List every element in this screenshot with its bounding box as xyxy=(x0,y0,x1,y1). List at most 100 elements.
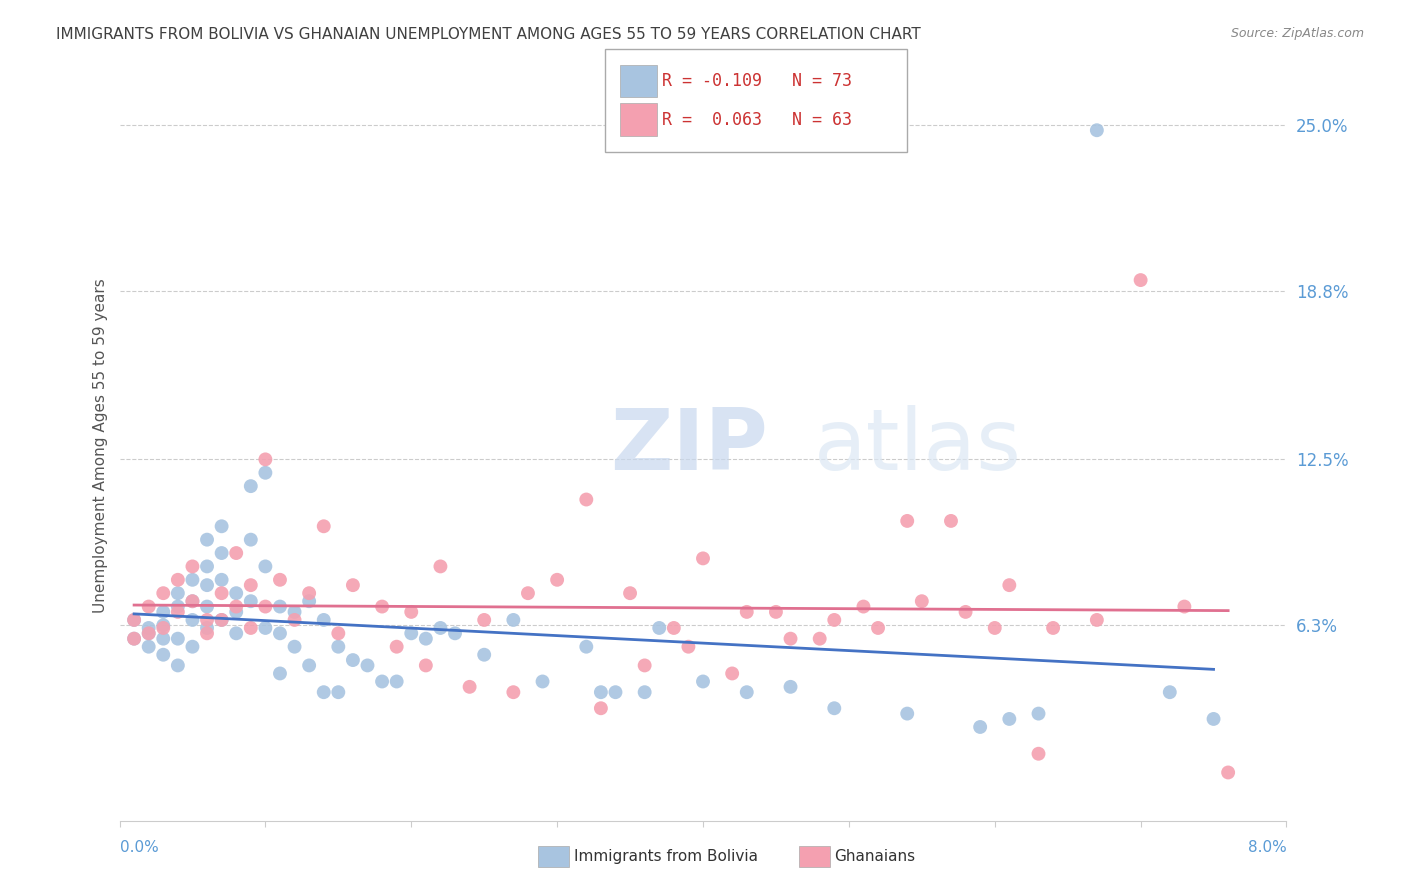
Point xyxy=(195,578,218,592)
Point xyxy=(122,632,145,646)
Point xyxy=(896,514,918,528)
Point xyxy=(342,653,364,667)
Text: ZIP: ZIP xyxy=(610,404,768,488)
Text: 0.0%: 0.0% xyxy=(120,840,159,855)
Point xyxy=(765,605,787,619)
Point xyxy=(589,685,612,699)
Point xyxy=(444,626,467,640)
Point xyxy=(605,685,627,699)
Point xyxy=(575,640,598,654)
Point xyxy=(166,658,188,673)
Point xyxy=(195,613,218,627)
Point xyxy=(1085,123,1108,137)
Text: R = -0.109   N = 73: R = -0.109 N = 73 xyxy=(662,72,852,90)
Text: R =  0.063   N = 63: R = 0.063 N = 63 xyxy=(662,111,852,128)
Point xyxy=(152,605,174,619)
Point xyxy=(721,666,744,681)
Point xyxy=(181,559,204,574)
Point xyxy=(852,599,875,614)
Point xyxy=(166,605,188,619)
Point xyxy=(823,613,845,627)
Point xyxy=(195,626,218,640)
Point xyxy=(342,578,364,592)
Point xyxy=(152,648,174,662)
Point xyxy=(502,685,524,699)
Point xyxy=(458,680,481,694)
Text: IMMIGRANTS FROM BOLIVIA VS GHANAIAN UNEMPLOYMENT AMONG AGES 55 TO 59 YEARS CORRE: IMMIGRANTS FROM BOLIVIA VS GHANAIAN UNEM… xyxy=(56,27,921,42)
Point xyxy=(401,605,423,619)
Point xyxy=(239,621,262,635)
Point xyxy=(122,613,145,627)
Point xyxy=(472,613,495,627)
Point xyxy=(619,586,641,600)
Point xyxy=(385,640,408,654)
Point xyxy=(254,559,277,574)
Point xyxy=(211,613,233,627)
Point xyxy=(939,514,962,528)
Point xyxy=(662,621,685,635)
Point xyxy=(225,599,247,614)
Point xyxy=(181,573,204,587)
Point xyxy=(152,618,174,632)
Point xyxy=(225,546,247,560)
Point xyxy=(735,605,758,619)
Point xyxy=(195,621,218,635)
Point xyxy=(998,578,1021,592)
Point xyxy=(284,605,307,619)
Point xyxy=(517,586,540,600)
Point xyxy=(779,632,801,646)
Point xyxy=(312,685,335,699)
Point xyxy=(138,626,160,640)
Point xyxy=(896,706,918,721)
Point xyxy=(254,599,277,614)
Point xyxy=(269,573,291,587)
Point xyxy=(735,685,758,699)
Point xyxy=(269,666,291,681)
Point xyxy=(312,613,335,627)
Point xyxy=(969,720,991,734)
Point xyxy=(239,479,262,493)
Point xyxy=(122,613,145,627)
Point xyxy=(211,573,233,587)
Point xyxy=(166,586,188,600)
Point xyxy=(211,586,233,600)
Point xyxy=(1042,621,1064,635)
Point xyxy=(152,621,174,635)
Point xyxy=(138,599,160,614)
Point xyxy=(502,613,524,627)
Point xyxy=(911,594,934,608)
Point xyxy=(239,533,262,547)
Text: atlas: atlas xyxy=(814,404,1022,488)
Point xyxy=(239,578,262,592)
Text: Ghanaians: Ghanaians xyxy=(834,849,915,863)
Point xyxy=(195,533,218,547)
Point xyxy=(692,551,714,566)
Point xyxy=(678,640,700,654)
Point xyxy=(998,712,1021,726)
Point xyxy=(429,621,451,635)
Point xyxy=(328,640,350,654)
Point xyxy=(138,621,160,635)
Point xyxy=(1202,712,1225,726)
Point xyxy=(633,658,655,673)
Point xyxy=(472,648,495,662)
Point xyxy=(808,632,831,646)
Point xyxy=(152,586,174,600)
Point xyxy=(415,658,437,673)
Point xyxy=(1159,685,1181,699)
Point xyxy=(298,586,321,600)
Point xyxy=(166,573,188,587)
Point xyxy=(633,685,655,699)
Point xyxy=(415,632,437,646)
Point xyxy=(211,546,233,560)
Point xyxy=(589,701,612,715)
Point xyxy=(254,621,277,635)
Point xyxy=(211,613,233,627)
Point xyxy=(284,640,307,654)
Text: Immigrants from Bolivia: Immigrants from Bolivia xyxy=(574,849,758,863)
Point xyxy=(269,626,291,640)
Text: Source: ZipAtlas.com: Source: ZipAtlas.com xyxy=(1230,27,1364,40)
Point xyxy=(138,626,160,640)
Point xyxy=(166,632,188,646)
Point xyxy=(211,519,233,533)
